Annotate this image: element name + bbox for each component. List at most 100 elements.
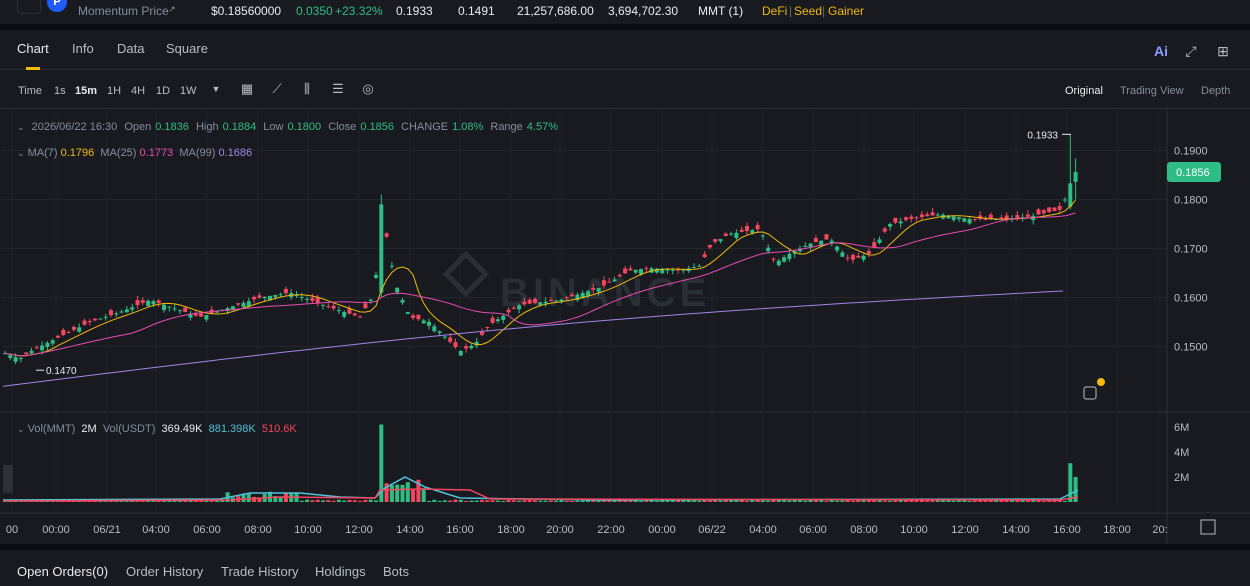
candle-body	[543, 301, 548, 304]
tab-holdings[interactable]: Holdings	[315, 564, 366, 579]
candle-body	[851, 254, 855, 260]
candle-body	[835, 246, 840, 251]
settings-list-icon[interactable]: ☰	[332, 81, 344, 96]
candle-body	[994, 219, 999, 221]
tab-order-history[interactable]: Order History	[126, 564, 204, 579]
candle-body	[723, 233, 728, 237]
volume-bar	[162, 500, 166, 502]
favorite-star-icon[interactable]	[17, 0, 41, 14]
tab-bots[interactable]: Bots	[383, 564, 410, 579]
volume-bar	[745, 500, 749, 502]
time-tick-label: 18:00	[1103, 524, 1131, 536]
volume-bar	[1073, 477, 1078, 502]
chevron-icon[interactable]: ↗	[168, 4, 176, 14]
candle-body	[554, 300, 559, 302]
candle-body	[236, 303, 241, 305]
volume-bar	[861, 500, 866, 502]
candle-body	[130, 307, 135, 310]
target-icon[interactable]: ◎	[362, 81, 374, 96]
volume-bar	[453, 499, 458, 502]
volume-bar	[1036, 499, 1041, 502]
candle-body	[177, 310, 182, 312]
volume-bar	[649, 499, 654, 502]
time-tick-label: 08:00	[850, 524, 878, 536]
volume-bar	[522, 500, 527, 502]
tab-info[interactable]: Info	[72, 41, 94, 56]
view-trading-view[interactable]: Trading View	[1120, 85, 1184, 97]
volume-tick-label: 6M	[1174, 422, 1189, 434]
volume-bar	[994, 500, 999, 502]
volume-bar	[782, 500, 787, 502]
volume-bar	[140, 500, 145, 502]
tag-defi[interactable]: DeFi	[762, 4, 788, 18]
candle-body	[511, 307, 516, 309]
ticker-pair: MMT (1)	[698, 4, 744, 18]
volume-bar	[273, 496, 278, 502]
interval-4h[interactable]: 4H	[131, 85, 146, 97]
volume-bar	[734, 499, 739, 502]
volume-bar	[665, 499, 670, 502]
candle-body	[564, 297, 569, 299]
expand-icon[interactable]: ⤢	[1185, 43, 1197, 59]
max-price-label: 0.1933	[1027, 130, 1058, 141]
volume-bar	[485, 500, 490, 502]
candle-body	[188, 313, 193, 318]
candle-body	[416, 314, 421, 320]
candle-body	[50, 340, 55, 344]
time-tick-label: 14:00	[1002, 524, 1030, 536]
tab-chart[interactable]: Chart	[17, 41, 49, 56]
candle-type-icon[interactable]: ⫼	[304, 81, 310, 96]
tag-gainer[interactable]: Gainer	[828, 4, 865, 18]
volume-bar	[432, 499, 437, 502]
interval-time[interactable]: Time	[18, 85, 43, 97]
view-depth[interactable]: Depth	[1201, 85, 1231, 97]
candlestick-chart[interactable]: 0.1900 0.1800 0.1700 0.1600 0.1500 6M 4M 2M 00 00…	[0, 110, 1250, 544]
candle-body	[124, 309, 129, 313]
candle-body	[109, 310, 113, 316]
volume-bar	[342, 500, 347, 502]
interval-1w[interactable]: 1W	[180, 85, 197, 97]
ma25-value: 0.1773	[139, 147, 174, 159]
candle-body	[739, 229, 744, 232]
calendar-icon[interactable]: ▦	[240, 81, 254, 96]
price-tick-label: 0.1800	[1174, 195, 1208, 207]
tag-seed[interactable]: Seed	[794, 4, 823, 18]
interval-1d[interactable]: 1D	[156, 85, 171, 97]
volume-bar	[564, 500, 569, 502]
scale-reset-icon	[1200, 519, 1216, 535]
candle-body	[888, 223, 893, 227]
ai-icon[interactable]: Ai	[1154, 43, 1168, 59]
current-price-tag	[1167, 162, 1221, 183]
candle-body	[199, 313, 204, 317]
time-tick-label: 06/22	[698, 524, 726, 536]
volume-bar	[416, 479, 421, 502]
indicator-icon[interactable]: ⟋	[272, 81, 282, 96]
candle-body	[358, 316, 363, 318]
candle-body	[151, 301, 156, 305]
tab-square[interactable]: Square	[166, 41, 208, 56]
volume-bar	[999, 499, 1004, 502]
tab-data[interactable]: Data	[117, 41, 145, 56]
candle-body	[1041, 210, 1046, 214]
volume-bar	[798, 499, 802, 502]
tab-trade-history[interactable]: Trade History	[221, 564, 299, 579]
candle-body	[480, 331, 484, 335]
candle-body	[930, 212, 935, 216]
volume-bar	[1052, 499, 1057, 502]
candle-body	[299, 296, 304, 298]
tab-open-orders[interactable]: Open Orders(0)	[17, 564, 109, 579]
candle-body	[734, 232, 739, 238]
candle-body	[442, 336, 447, 338]
candle-body	[146, 300, 151, 306]
interval-1h[interactable]: 1H	[107, 85, 122, 97]
candle-body	[707, 245, 712, 248]
candle-body	[729, 233, 734, 235]
volume-bar	[310, 500, 315, 502]
interval-1s[interactable]: 1s	[54, 85, 66, 97]
volume-bar	[692, 500, 696, 502]
interval-15m[interactable]: 15m	[75, 85, 98, 97]
candle-body	[914, 217, 919, 219]
grid-layout-icon[interactable]: ⊞	[1217, 43, 1229, 59]
interval-dropdown-icon[interactable]: ▼	[211, 84, 221, 94]
view-original[interactable]: Original	[1065, 85, 1103, 97]
